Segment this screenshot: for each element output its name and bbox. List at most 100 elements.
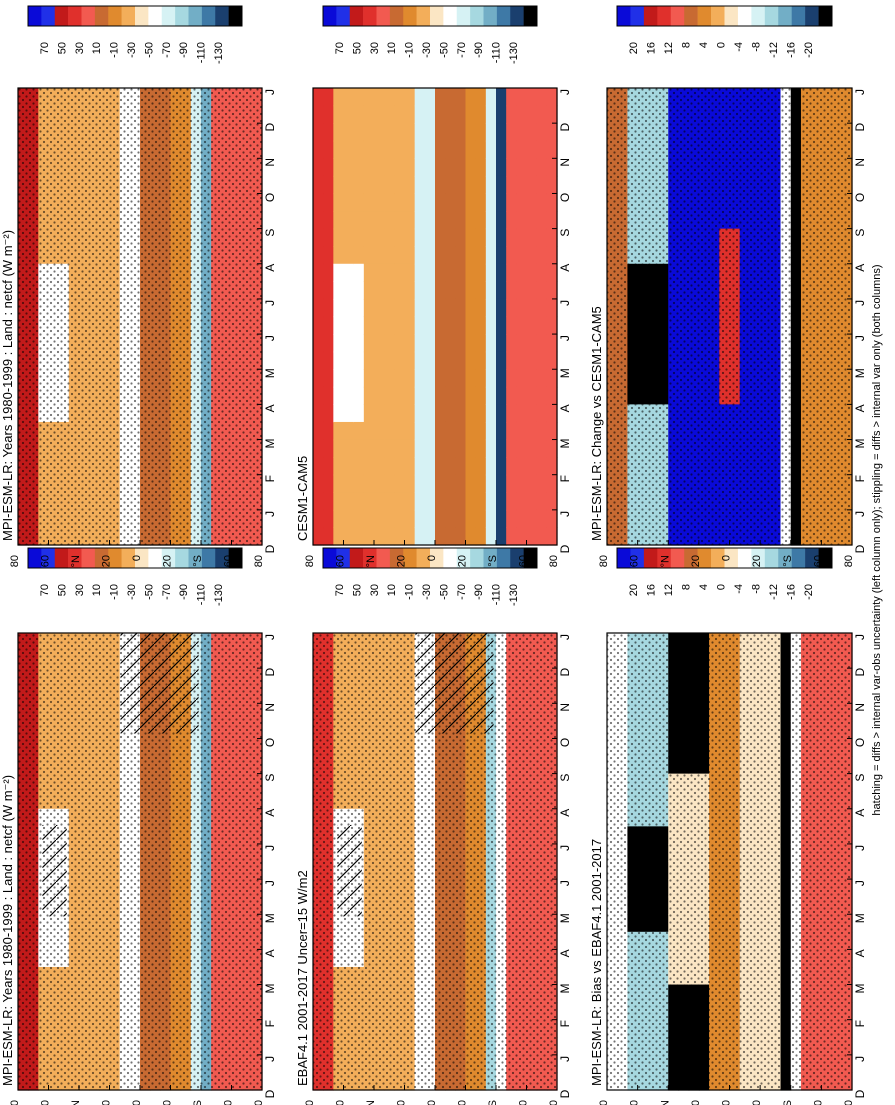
colorbar-label: -90 [473, 584, 485, 600]
heatmap-cell [516, 193, 528, 212]
heatmap-cell [323, 474, 334, 493]
heatmap-cell [526, 474, 538, 493]
heatmap-cell [506, 386, 517, 405]
heatmap-cell [465, 474, 477, 493]
heatmap-cell [333, 334, 345, 353]
x-tick-label: S [853, 229, 867, 237]
heatmap-cell [384, 246, 395, 265]
x-tick-label: N [558, 703, 572, 712]
heatmap-cell [414, 351, 426, 370]
x-tick-label: D [853, 544, 867, 553]
heatmap-cell [323, 386, 334, 405]
x-tick-label: M [263, 984, 277, 994]
heatmap-cell [496, 509, 507, 529]
heatmap-cell [435, 474, 446, 493]
heatmap-cell [363, 298, 375, 318]
colorbar-swatch [349, 6, 364, 26]
x-tick-label: N [853, 158, 867, 167]
heatmap-cell [455, 421, 467, 441]
heatmap-cell [394, 263, 406, 282]
heatmap-cell [475, 369, 487, 388]
colorbar-label: 50 [56, 584, 68, 596]
heatmap-cell [475, 316, 487, 335]
heatmap-cell [465, 281, 477, 300]
heatmap-cell [445, 316, 456, 335]
heatmap-cell [506, 123, 517, 142]
heatmap-cell [455, 246, 467, 265]
heatmap-cell [363, 281, 375, 300]
y-tick-label: 0 [131, 1100, 143, 1105]
colorbar-label: -90 [473, 42, 485, 58]
heatmap-cell [496, 298, 507, 318]
heatmap-cell [333, 351, 345, 370]
heatmap-cell [394, 193, 406, 212]
heatmap-cell [353, 351, 365, 370]
x-tick-label: J [558, 511, 572, 517]
x-tick-label: M [853, 439, 867, 449]
heatmap-cell [414, 404, 426, 423]
colorbar-swatch [94, 6, 109, 26]
heatmap-cell [384, 88, 395, 107]
heatmap-cell [384, 334, 395, 353]
x-tick-label: J [853, 880, 867, 886]
heatmap-cell [353, 281, 365, 300]
heatmap-cell [384, 140, 395, 159]
colorbar-label: -8 [750, 42, 762, 52]
heatmap-cell [323, 316, 334, 335]
heatmap-cell [485, 298, 497, 318]
heatmap-cell [435, 175, 446, 195]
heatmap-cell [536, 351, 548, 370]
heatmap-cell [465, 175, 477, 195]
colorbar-swatch [41, 548, 56, 568]
heatmap-cell [496, 88, 507, 107]
heatmap-cell [506, 211, 517, 230]
y-tick-label: 60 [629, 1100, 641, 1105]
colorbar-label: -130 [213, 584, 225, 606]
colorbar-swatch [188, 6, 203, 26]
colorbar-label: 10 [91, 42, 103, 54]
colorbar-swatch [630, 548, 645, 568]
heatmap-cell [496, 334, 507, 353]
colorbar-label: 8 [681, 584, 693, 590]
y-tick-label: 0 [426, 555, 438, 561]
heatmap-cell [435, 404, 446, 423]
heatmap-cell [333, 88, 345, 107]
hatching-overlay [42, 824, 67, 917]
y-tick-label: 80 [843, 1100, 855, 1105]
heatmap-cell [516, 175, 528, 195]
colorbar-swatch [161, 548, 176, 568]
colorbar-frame [616, 5, 833, 27]
x-tick-label: D [853, 667, 867, 676]
colorbar-swatch [188, 548, 203, 568]
heatmap-cell [435, 193, 446, 212]
x-tick-label: O [263, 738, 277, 747]
heatmap-cell [313, 316, 324, 335]
y-tick-label: 80 [253, 1100, 265, 1105]
heatmap-cell [435, 228, 446, 247]
heatmap-cell [323, 509, 334, 529]
heatmap-cell [435, 316, 446, 335]
colorbar-swatch [389, 6, 404, 26]
colorbar-label: -70 [161, 42, 173, 58]
x-tick-label: A [853, 949, 867, 957]
stippling-overlay [607, 633, 852, 1090]
heatmap-cell [536, 492, 548, 511]
heatmap-cell [455, 457, 467, 476]
heatmap-cell [475, 439, 487, 458]
heatmap-cell [323, 123, 334, 142]
heatmap-cell [353, 123, 365, 142]
heatmap-cell [496, 439, 507, 458]
colorbar-swatch [657, 6, 672, 26]
heatmap-cell [404, 509, 416, 529]
y-tick-label: 20 [396, 1100, 408, 1105]
x-tick-label: O [853, 738, 867, 747]
y-tick-label: °N [365, 1100, 377, 1105]
colorbar-frame [27, 547, 243, 569]
heatmap-cell [445, 334, 456, 353]
heatmap-cell [414, 281, 426, 300]
panel-title: EBAF4.1 2001-2017 Uncer=15 W/m2 [295, 870, 310, 1086]
heatmap-cell [374, 263, 385, 282]
x-tick-label: S [558, 229, 572, 237]
heatmap-cell [445, 140, 456, 159]
heatmap-cell [526, 263, 538, 282]
